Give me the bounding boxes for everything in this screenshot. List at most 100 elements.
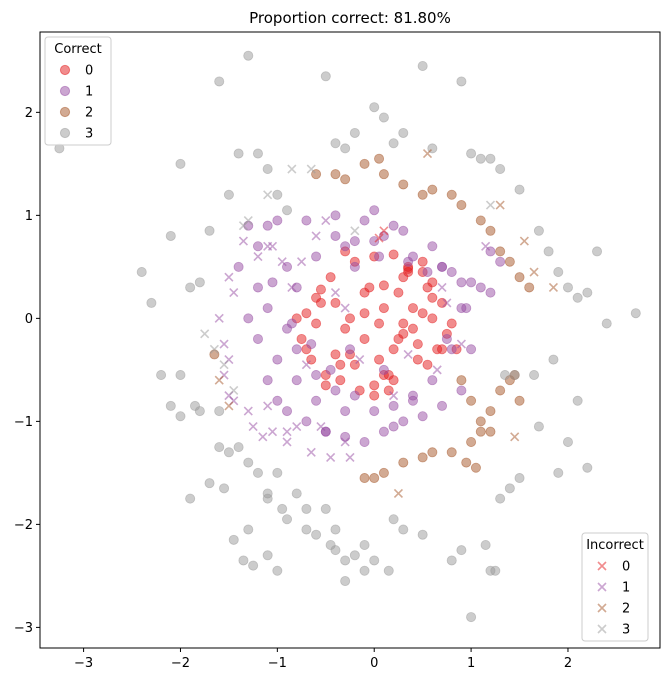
data-point — [446, 555, 457, 566]
series-incorrect-3 — [200, 164, 496, 396]
data-point-x — [263, 190, 273, 200]
data-point-x — [548, 282, 559, 293]
data-point — [267, 277, 278, 288]
data-point — [398, 318, 409, 329]
data-point-x — [374, 233, 384, 243]
chart-title: Proportion correct: 81.80% — [249, 9, 451, 27]
data-point — [340, 174, 351, 185]
data-point — [156, 370, 167, 381]
data-point — [262, 375, 273, 386]
data-point — [223, 447, 234, 458]
series-incorrect-0 — [374, 226, 389, 243]
data-point — [543, 246, 554, 257]
data-point-x — [248, 421, 258, 432]
data-point — [248, 560, 259, 571]
data-point-x — [529, 267, 539, 277]
data-point — [301, 416, 312, 427]
data-point — [344, 344, 355, 355]
data-point-x — [306, 164, 316, 174]
legend-marker — [59, 64, 71, 76]
data-point — [461, 303, 472, 314]
data-point — [146, 297, 157, 308]
data-point-x — [456, 339, 466, 349]
data-point — [340, 555, 351, 566]
data-point — [417, 308, 428, 319]
data-point-x — [287, 282, 297, 293]
data-point-x — [340, 303, 350, 313]
legend-marker — [59, 127, 71, 139]
data-point-x — [389, 391, 399, 401]
legend-label: 3 — [85, 127, 93, 142]
data-point — [524, 282, 535, 293]
data-point — [601, 318, 612, 329]
data-point-x — [311, 231, 321, 241]
data-point — [243, 313, 254, 324]
legend-marker — [597, 582, 607, 592]
data-point — [272, 215, 283, 226]
legend-marker — [59, 85, 71, 97]
data-point-x — [316, 421, 326, 432]
data-point — [282, 205, 293, 216]
data-point-x — [263, 401, 273, 411]
data-point — [427, 447, 438, 458]
data-point — [228, 534, 239, 545]
legend-label: 2 — [622, 602, 630, 617]
data-point — [369, 555, 380, 566]
data-point — [320, 503, 331, 514]
data-point — [291, 375, 302, 386]
y-tick-label: 2 — [25, 106, 33, 121]
data-point — [272, 565, 283, 576]
data-point — [388, 220, 399, 231]
data-point — [475, 215, 486, 226]
data-point — [330, 297, 341, 308]
data-point-x — [267, 241, 278, 251]
data-point-x — [296, 257, 307, 267]
data-point — [398, 524, 409, 535]
data-point — [301, 503, 312, 514]
data-point — [437, 297, 448, 308]
data-point — [359, 287, 370, 298]
data-point — [325, 272, 336, 283]
data-point — [475, 426, 486, 437]
data-point — [417, 452, 428, 463]
series-incorrect-2 — [214, 148, 559, 499]
data-point — [398, 457, 409, 468]
data-point-x — [219, 339, 229, 349]
data-point — [533, 225, 544, 236]
data-point — [272, 189, 283, 200]
data-point — [446, 318, 457, 329]
data-point — [165, 400, 176, 411]
data-point-x — [209, 344, 219, 354]
data-point-x — [485, 200, 496, 210]
data-point — [456, 375, 467, 386]
data-point — [499, 370, 510, 381]
data-point — [252, 148, 263, 159]
data-point — [262, 550, 273, 561]
data-point — [553, 267, 564, 278]
data-point-x — [258, 432, 268, 442]
data-point — [533, 421, 544, 432]
data-point — [359, 565, 370, 576]
data-point — [374, 251, 385, 262]
data-point — [393, 333, 404, 344]
data-point — [378, 467, 389, 478]
data-point-x — [243, 406, 253, 416]
data-point — [272, 395, 283, 406]
data-point — [359, 308, 370, 319]
data-point — [446, 344, 457, 355]
legend-box — [44, 36, 112, 146]
data-point — [359, 436, 370, 447]
data-point — [514, 473, 525, 484]
data-point — [262, 164, 273, 175]
data-point-x — [277, 257, 287, 267]
data-point — [490, 565, 501, 576]
data-point — [466, 344, 477, 355]
data-point-x — [330, 288, 341, 298]
data-point — [572, 292, 583, 303]
data-point-x — [519, 236, 529, 246]
data-point — [359, 215, 370, 226]
data-point — [286, 318, 297, 329]
series-correct-2 — [209, 153, 535, 484]
data-point — [437, 261, 448, 272]
data-point — [427, 241, 438, 252]
